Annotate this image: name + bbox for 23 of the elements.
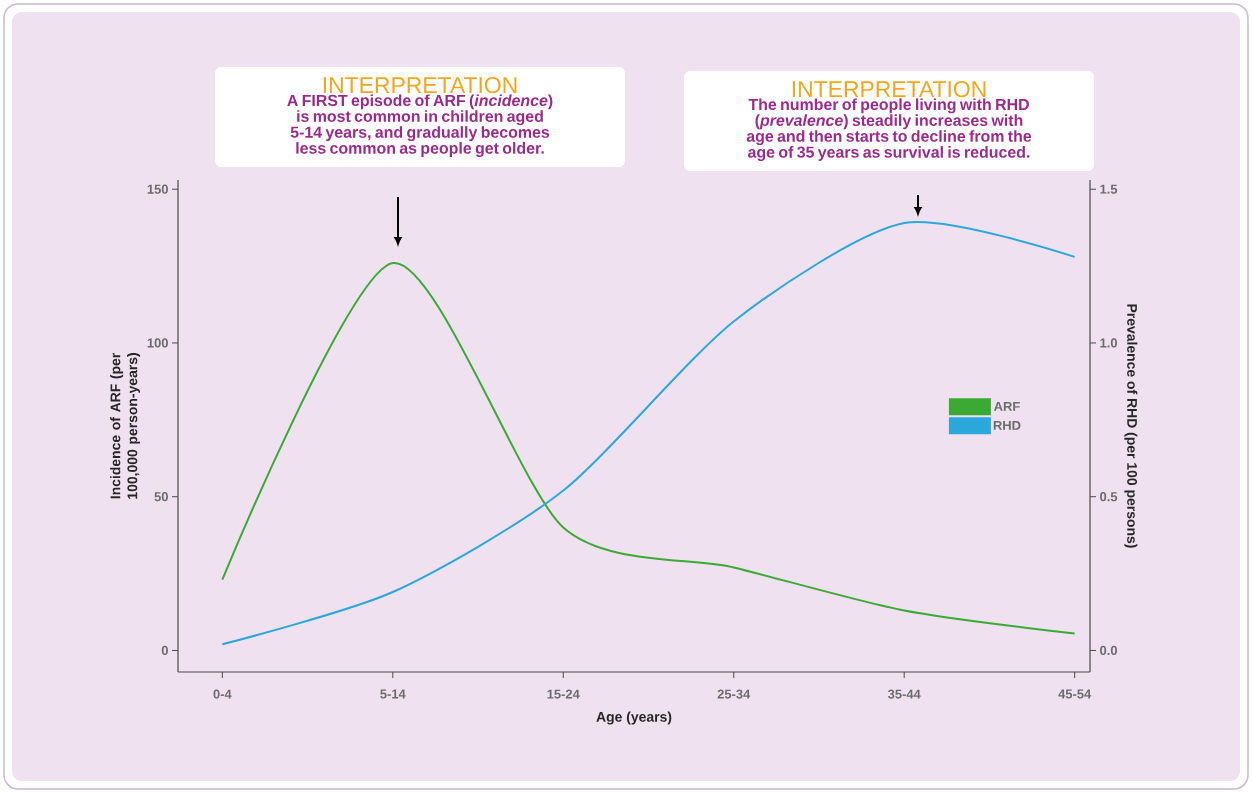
y-axis-title: Incidence of ARF (per 100,000 person-years)	[110, 352, 141, 499]
x-tick-label: 15-24	[547, 689, 580, 699]
y-tick-label: 100	[147, 338, 168, 348]
x-tick-label: 0-4	[213, 689, 232, 699]
x-axis-title: Age (years)	[596, 711, 672, 725]
text: INTERPRETATION	[792, 80, 986, 98]
text: INTERPRETATION	[323, 76, 517, 94]
legend-label: RHD	[993, 420, 1021, 430]
legend-label: ARF	[993, 401, 1020, 411]
y2-tick-label: 0.5	[1100, 492, 1118, 502]
x-tick-label: 5-14	[380, 689, 406, 699]
y2-axis-title: Prevalence of RHD (per 100 persons)	[1124, 304, 1138, 548]
text: The number of people living with RHD (prevalence) steadily increases with age and then starts to decline from the age of 35 years as survival is reduced.	[746, 98, 1032, 161]
y2-tick-label: 1.0	[1100, 338, 1118, 348]
x-tick-label: 35-44	[887, 689, 921, 699]
y2-tick-label: 0.0	[1100, 645, 1118, 656]
x-tick-label: 25-34	[717, 689, 751, 699]
text: A FIRST episode of ARF (incidence) is most common in children aged 5-14 years, and gradually becomes less common as people get older.	[287, 94, 553, 157]
y-tick-label: 0	[161, 645, 168, 656]
y-tick-label: 50	[154, 492, 168, 502]
y-tick-label: 150	[147, 184, 168, 194]
x-tick-label: 45-54	[1058, 689, 1092, 699]
y2-tick-label: 1.5	[1100, 184, 1118, 194]
